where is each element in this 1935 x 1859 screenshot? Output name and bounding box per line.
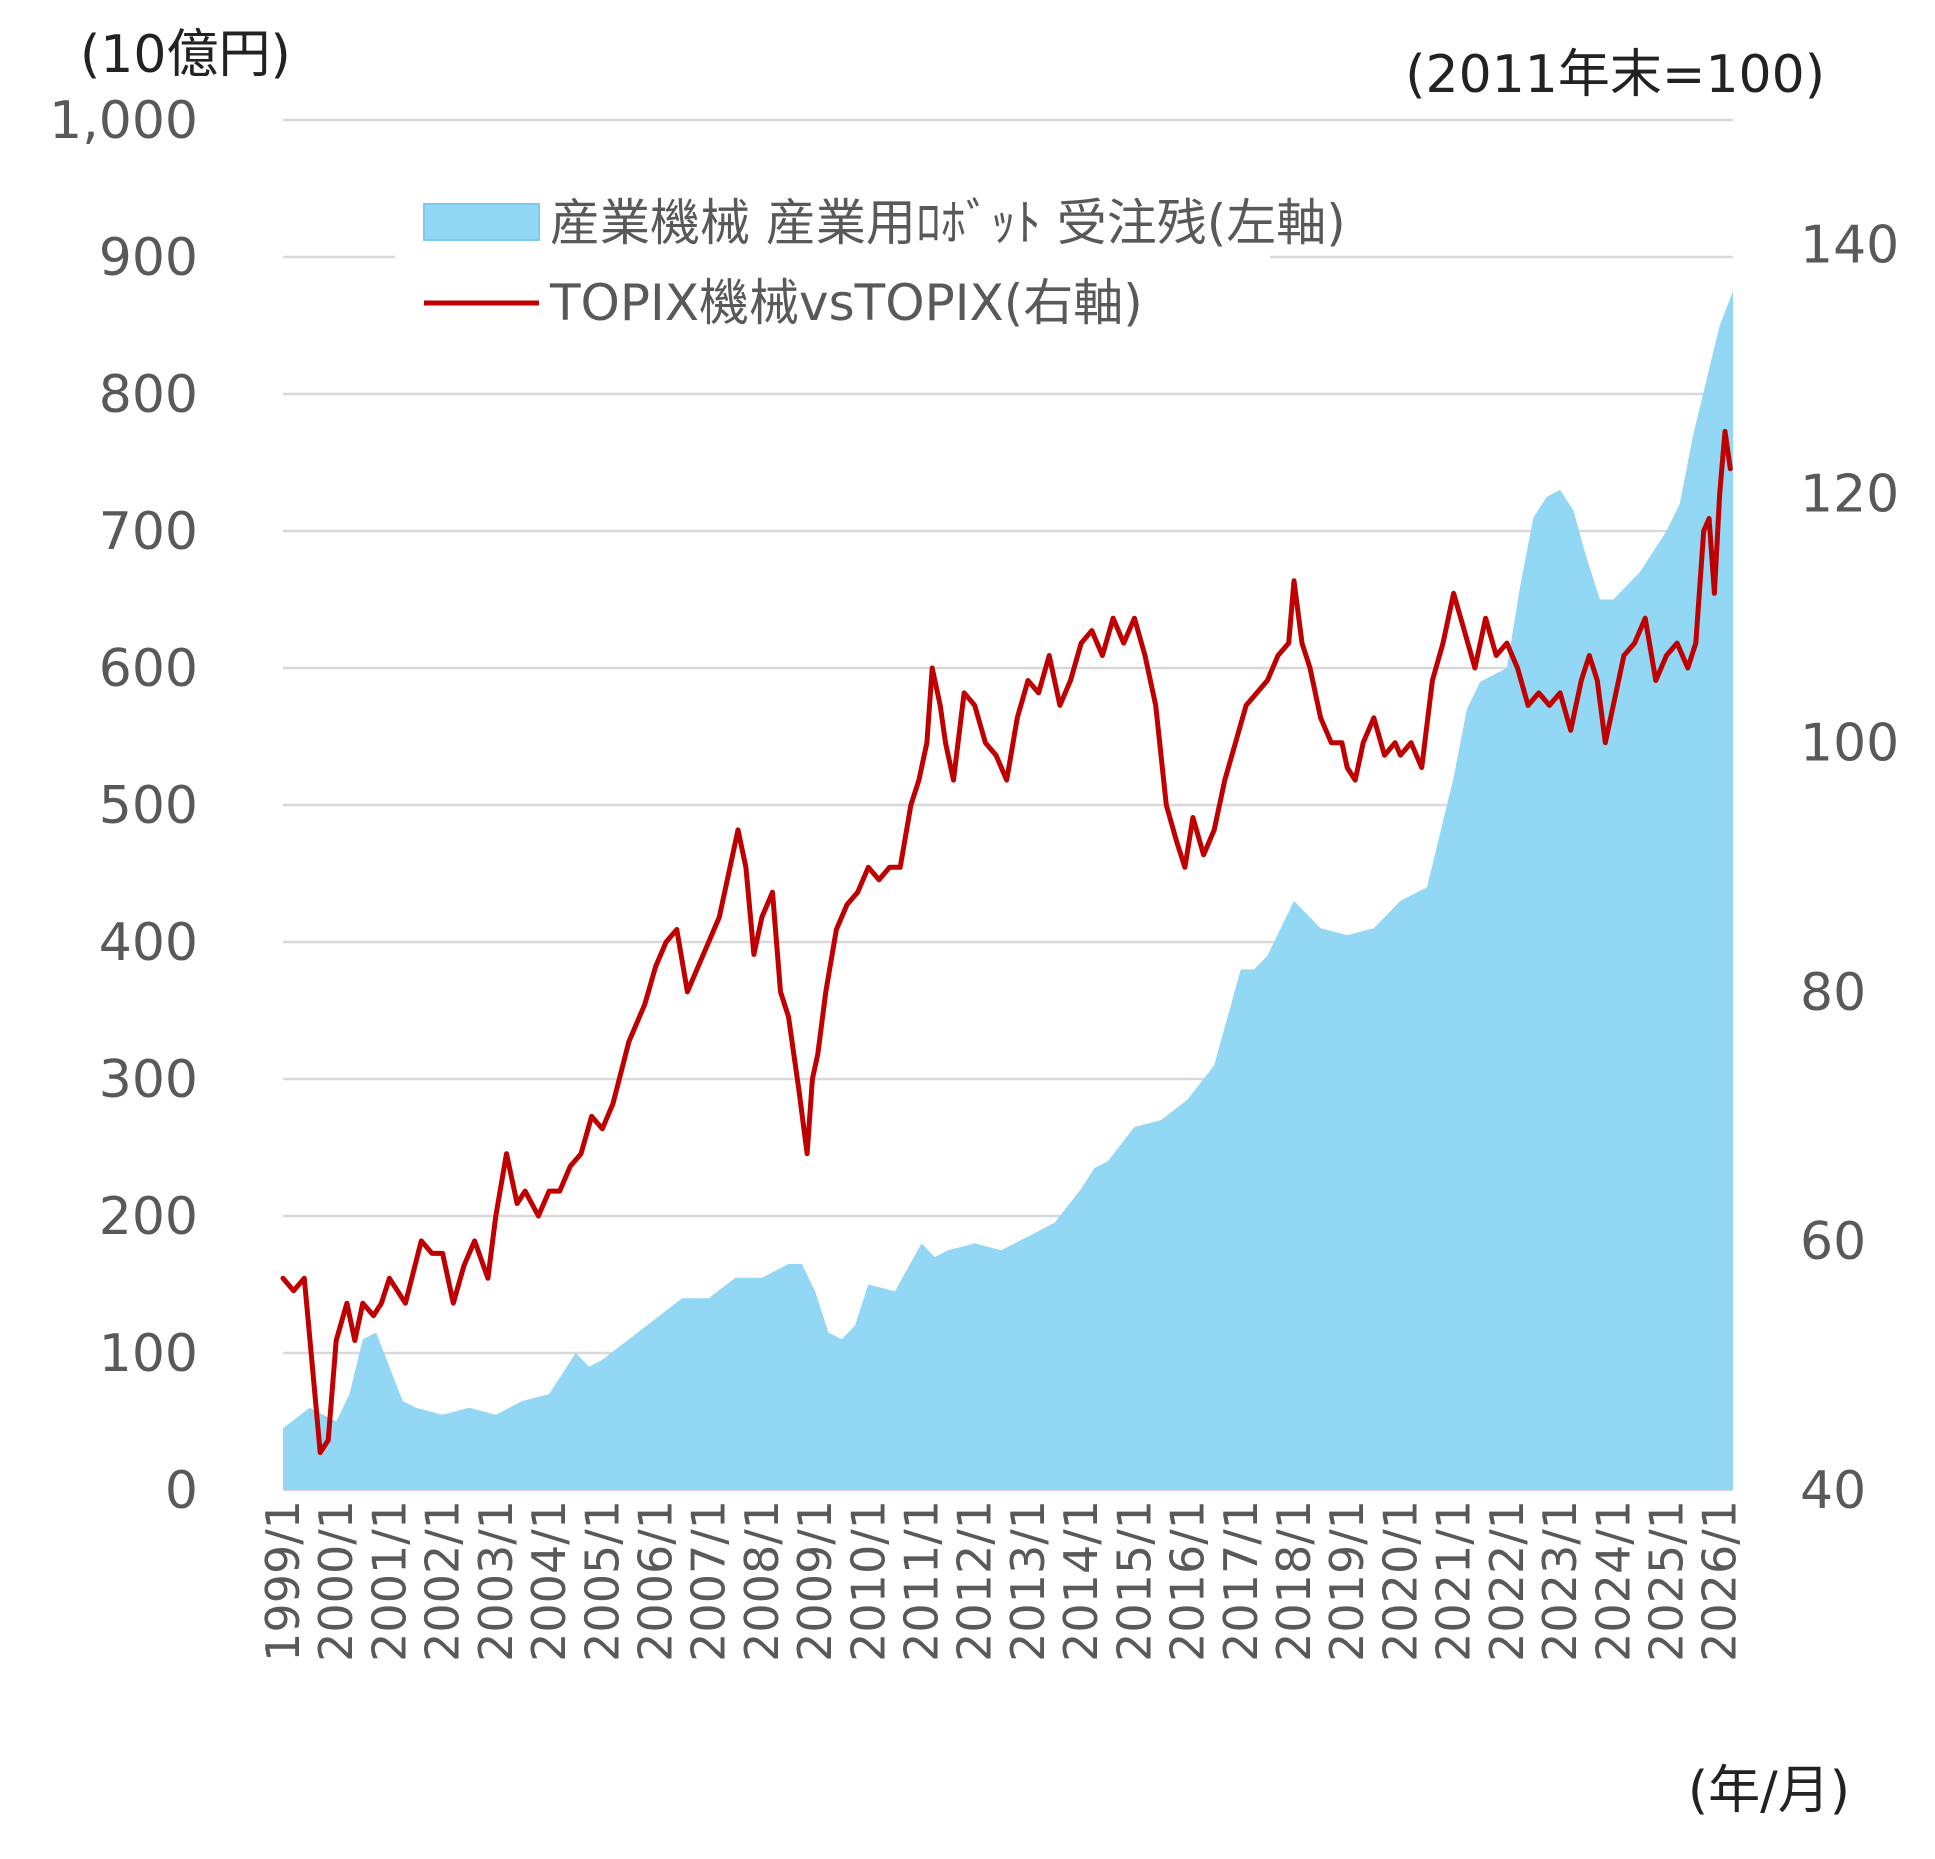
x-tick-label: 2006/1: [628, 1500, 682, 1662]
left-tick-label: 300: [99, 1050, 198, 1110]
x-tick-label: 2020/1: [1373, 1500, 1427, 1662]
x-tick-label: 2022/1: [1480, 1500, 1534, 1662]
legend-area-swatch: [423, 203, 540, 241]
area-series-fill: [283, 291, 1733, 1490]
x-tick-label: 2024/1: [1586, 1500, 1640, 1662]
left-tick-label: 100: [99, 1324, 198, 1384]
line-series: [280, 428, 1733, 1456]
x-tick-label: 2013/1: [1001, 1500, 1055, 1662]
right-tick-label: 40: [1800, 1461, 1866, 1521]
x-tick-label: 2021/1: [1427, 1500, 1481, 1662]
left-tick-label: 200: [99, 1187, 198, 1247]
x-tick-label: 2004/1: [522, 1500, 576, 1662]
x-tick-label: 2016/1: [1161, 1500, 1215, 1662]
x-tick-label: 2014/1: [1054, 1500, 1108, 1662]
left-tick-label: 1,000: [49, 91, 198, 151]
x-tick-label: 2025/1: [1639, 1500, 1693, 1662]
x-tick-label: 2007/1: [682, 1500, 736, 1662]
x-axis-unit: (年/月): [1688, 1761, 1850, 1821]
x-tick-label: 2018/1: [1267, 1500, 1321, 1662]
x-tick-label: 2000/1: [309, 1500, 363, 1662]
x-axis-ticks: 1999/1 2000/1 2001/1 2002/1 2003/1 2004/1 2005…: [256, 1500, 1747, 1662]
left-tick-label: 800: [99, 365, 198, 425]
legend: 産業機械 産業用ﾛﾎﾞｯﾄ 受注残(左軸) TOPIX機械vsTOPIX(右軸): [395, 188, 1346, 332]
x-tick-label: 2003/1: [469, 1500, 523, 1662]
right-tick-label: 140: [1800, 216, 1899, 276]
left-tick-label: 400: [99, 913, 198, 973]
x-tick-label: 2005/1: [575, 1500, 629, 1662]
x-tick-label: 2008/1: [735, 1500, 789, 1662]
right-tick-label: 80: [1800, 963, 1866, 1023]
x-tick-label: 2010/1: [841, 1500, 895, 1662]
left-axis-ticks: 0 100 200 300 400 500 600 700 800 900 1,000: [49, 91, 198, 1521]
x-tick-label: 2012/1: [948, 1500, 1002, 1662]
legend-area-label: 産業機械 産業用ﾛﾎﾞｯﾄ 受注残(左軸): [550, 194, 1346, 252]
x-tick-label: 2001/1: [362, 1500, 416, 1662]
x-tick-label: 2023/1: [1533, 1500, 1587, 1662]
x-tick-label: 2009/1: [788, 1500, 842, 1662]
left-tick-label: 0: [165, 1461, 198, 1521]
right-tick-label: 100: [1800, 714, 1899, 774]
area-series-layer: [283, 291, 1733, 1490]
x-tick-label: 2002/1: [416, 1500, 470, 1662]
x-tick-label: 1999/1: [256, 1500, 310, 1662]
right-tick-label: 60: [1800, 1212, 1866, 1272]
left-tick-label: 700: [99, 502, 198, 562]
x-tick-label: 2011/1: [895, 1500, 949, 1662]
left-tick-label: 900: [99, 228, 198, 288]
left-tick-label: 500: [99, 776, 198, 836]
right-axis-unit: (2011年末=100): [1405, 45, 1825, 105]
left-axis-unit: (10億円): [80, 25, 291, 85]
right-tick-label: 120: [1800, 465, 1899, 525]
gridlines: [283, 118, 1733, 1492]
legend-line-label: TOPIX機械vsTOPIX(右軸): [549, 274, 1143, 332]
x-tick-label: 2017/1: [1214, 1500, 1268, 1662]
line-series-layer: [280, 428, 1733, 1456]
x-tick-label: 2019/1: [1320, 1500, 1374, 1662]
x-tick-label: 2015/1: [1107, 1500, 1161, 1662]
left-tick-label: 600: [99, 639, 198, 699]
right-axis-ticks: 40 60 80 100 120 140: [1800, 216, 1899, 1521]
legend-background: [395, 188, 1270, 328]
x-tick-label: 2026/1: [1693, 1500, 1747, 1662]
